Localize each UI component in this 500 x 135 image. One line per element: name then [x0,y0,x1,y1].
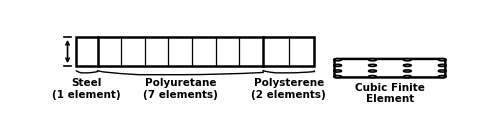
Circle shape [404,70,411,72]
Text: Polyuretane
(7 elements): Polyuretane (7 elements) [143,78,218,100]
Circle shape [438,70,446,72]
Circle shape [368,76,376,78]
Circle shape [404,59,411,61]
Circle shape [334,64,342,66]
Circle shape [438,64,446,66]
Circle shape [334,76,342,78]
Text: Cubic Finite
Element: Cubic Finite Element [355,83,425,104]
Circle shape [404,64,411,66]
Text: Polysterene
(2 elements): Polysterene (2 elements) [252,78,326,100]
Circle shape [334,70,342,72]
Circle shape [368,64,376,66]
Bar [76,37,314,66]
Circle shape [438,59,446,61]
Circle shape [334,59,342,61]
Circle shape [438,76,446,78]
FancyBboxPatch shape [334,59,446,77]
Circle shape [368,70,376,72]
Circle shape [368,59,376,61]
Text: Steel
(1 element): Steel (1 element) [52,78,121,100]
Circle shape [404,76,411,78]
